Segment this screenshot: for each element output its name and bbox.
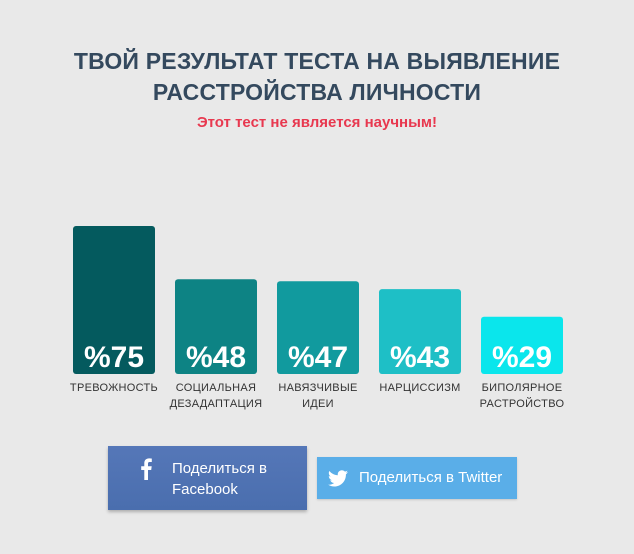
bar-value-label-4: %43	[390, 341, 450, 374]
share-facebook-label-line2: Facebook	[172, 481, 238, 498]
category-label-3-line-2: ИДЕИ	[302, 398, 334, 410]
bar-value-label-2: %48	[186, 341, 246, 374]
bar-2	[175, 279, 257, 374]
facebook-icon	[141, 458, 152, 480]
category-label-2-line-1: СОЦИАЛЬНАЯ	[176, 382, 257, 394]
category-label-2-line-2: ДЕЗАДАПТАЦИЯ	[170, 398, 263, 410]
bar-3	[277, 281, 359, 374]
category-label-5-line-2: РАСТРОЙСТВО	[480, 397, 565, 410]
category-label-5-line-1: БИПОЛЯРНОЕ	[482, 382, 563, 394]
disclaimer-subtitle: Этот тест не является научным!	[196, 114, 438, 131]
category-label-1-line-1: ТРЕВОЖНОСТЬ	[70, 382, 158, 394]
bar-1	[73, 226, 155, 374]
share-twitter-label: Поделиться в Twitter	[359, 469, 503, 486]
page-title: ТВОЙ РЕЗУЛЬТАТ ТЕСТА НА ВЫЯВЛЕНИЕ РАССТР…	[0, 46, 634, 108]
title-line-1: ТВОЙ РЕЗУЛЬТАТ ТЕСТА НА ВЫЯВЛЕНИЕ	[73, 48, 561, 74]
share-twitter-button[interactable]: Поделиться в Twitter	[317, 457, 517, 499]
share-facebook-label-line1: Поделиться в	[172, 460, 267, 477]
bar-value-label-5: %29	[492, 341, 552, 374]
share-facebook-label: Поделиться в Facebook	[172, 458, 297, 500]
bar-5	[481, 316, 563, 374]
category-label-3-line-1: НАВЯЗЧИВЫЕ	[278, 382, 357, 394]
bar-value-label-1: %75	[84, 341, 144, 374]
bar-4	[379, 289, 461, 374]
share-facebook-button[interactable]: Поделиться в Facebook	[108, 446, 307, 510]
title-line-2: РАССТРОЙСТВА ЛИЧНОСТИ	[152, 79, 482, 105]
bar-value-label-3: %47	[288, 341, 348, 374]
category-label-4-line-1: НАРЦИССИЗМ	[379, 382, 460, 394]
twitter-icon	[328, 470, 348, 487]
